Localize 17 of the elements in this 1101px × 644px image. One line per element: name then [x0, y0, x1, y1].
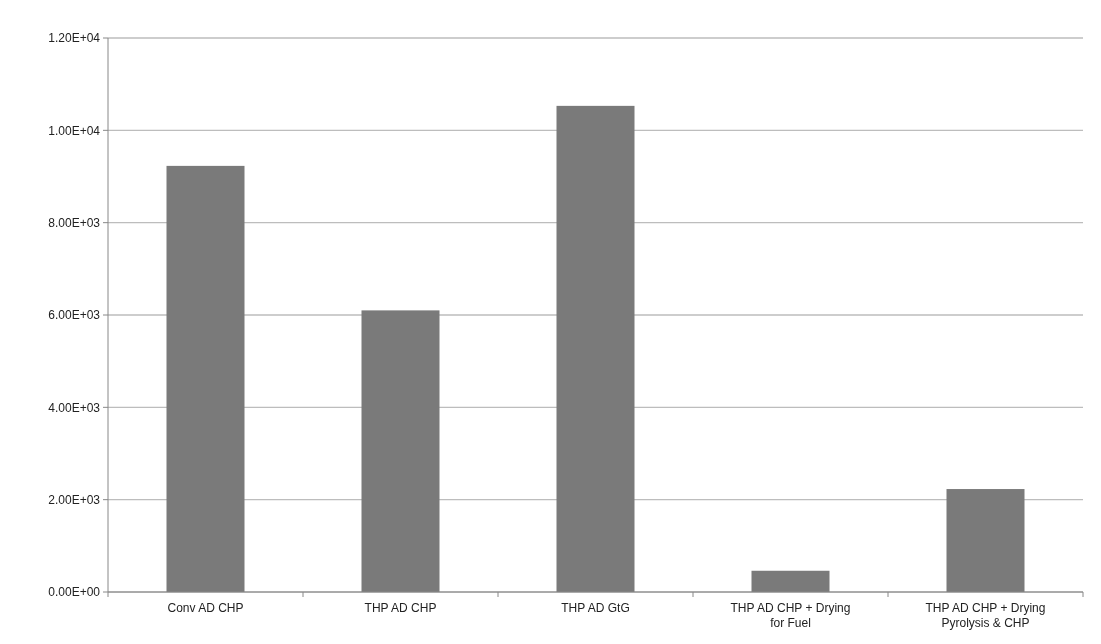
- y-tick-label: 8.00E+03: [48, 215, 101, 230]
- y-tick-label: 0.00E+00: [48, 585, 101, 600]
- y-tick-label: 1.20E+04: [48, 31, 101, 46]
- y-tick-label: 1.00E+04: [48, 123, 101, 138]
- x-tick-label: THP AD CHP: [364, 601, 437, 615]
- x-tick-label: THP AD CHP + Drying Pyrolysis & CHP: [925, 601, 1046, 630]
- x-tick-label: THP AD CHP + Drying for Fuel: [730, 601, 851, 630]
- x-tick-label: THP AD GtG: [561, 601, 630, 615]
- bar: [556, 105, 635, 592]
- bar: [946, 489, 1025, 592]
- y-tick-label: 6.00E+03: [48, 308, 101, 323]
- y-tick-label: 4.00E+03: [48, 400, 101, 415]
- x-tick-label: Conv AD CHP: [167, 601, 244, 615]
- bar: [166, 165, 245, 592]
- bar: [751, 570, 830, 592]
- bar: [361, 310, 440, 592]
- y-tick-label: 2.00E+03: [48, 492, 101, 507]
